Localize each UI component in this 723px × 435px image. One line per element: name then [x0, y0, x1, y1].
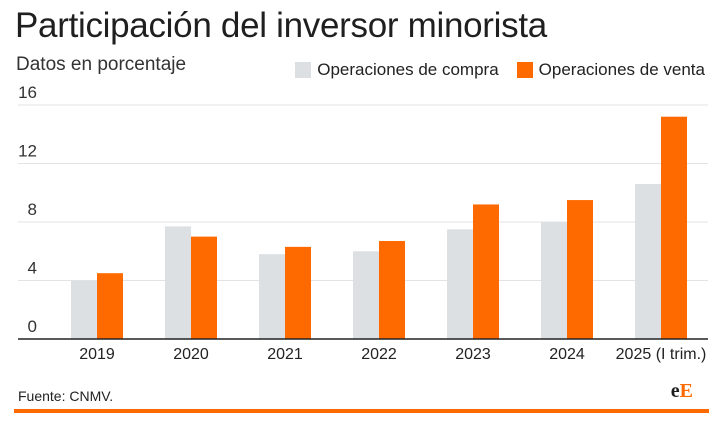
legend-label-compra: Operaciones de compra: [317, 60, 499, 79]
x-tick-label: 2019: [79, 346, 115, 363]
bottom-rule: [14, 409, 709, 413]
y-tick-label: 12: [18, 142, 37, 161]
x-tick-label: 2020: [173, 346, 209, 363]
bar-compra-5: [541, 222, 567, 339]
x-tick-label: 2021: [267, 346, 303, 363]
bar-compra-6: [635, 183, 661, 339]
bar-compra-4: [447, 229, 473, 339]
chart-title: Participación del inversor minorista: [15, 6, 547, 45]
chart-subtitle: Datos en porcentaje: [16, 54, 187, 75]
publisher-logo: eE: [671, 380, 693, 403]
bar-compra-3: [353, 251, 379, 339]
legend-item-compra: Operaciones de compra: [295, 60, 499, 80]
bar-compra-2: [259, 254, 285, 339]
source-note: Fuente: CNMV.: [18, 388, 114, 404]
x-tick-label: 2022: [361, 346, 397, 363]
bar-venta-4: [473, 204, 499, 339]
y-tick-label: 0: [28, 317, 37, 336]
bar-venta-1: [191, 236, 217, 339]
bar-venta-6: [661, 116, 687, 339]
x-tick-label: 2023: [455, 346, 491, 363]
bar-compra-1: [165, 226, 191, 339]
y-tick-label: 16: [18, 83, 37, 102]
legend-item-venta: Operaciones de venta: [516, 60, 705, 80]
bar-compra-0: [71, 280, 97, 339]
logo-letter-E: E: [679, 380, 693, 402]
y-tick-label: 4: [28, 259, 37, 278]
bar-venta-5: [567, 200, 593, 339]
logo-letter-e: e: [670, 380, 680, 402]
x-tick-label: 2025 (I trim.): [616, 346, 707, 363]
legend-label-venta: Operaciones de venta: [538, 60, 705, 79]
bar-venta-3: [379, 241, 405, 339]
y-tick-label: 8: [28, 200, 37, 219]
legend-swatch-venta: [516, 62, 533, 78]
bar-venta-2: [285, 246, 311, 339]
chart-legend: Operaciones de compra Operaciones de ven…: [295, 60, 705, 80]
legend-swatch-compra: [295, 62, 312, 78]
x-tick-label: 2024: [549, 346, 585, 363]
bar-venta-0: [97, 273, 123, 339]
